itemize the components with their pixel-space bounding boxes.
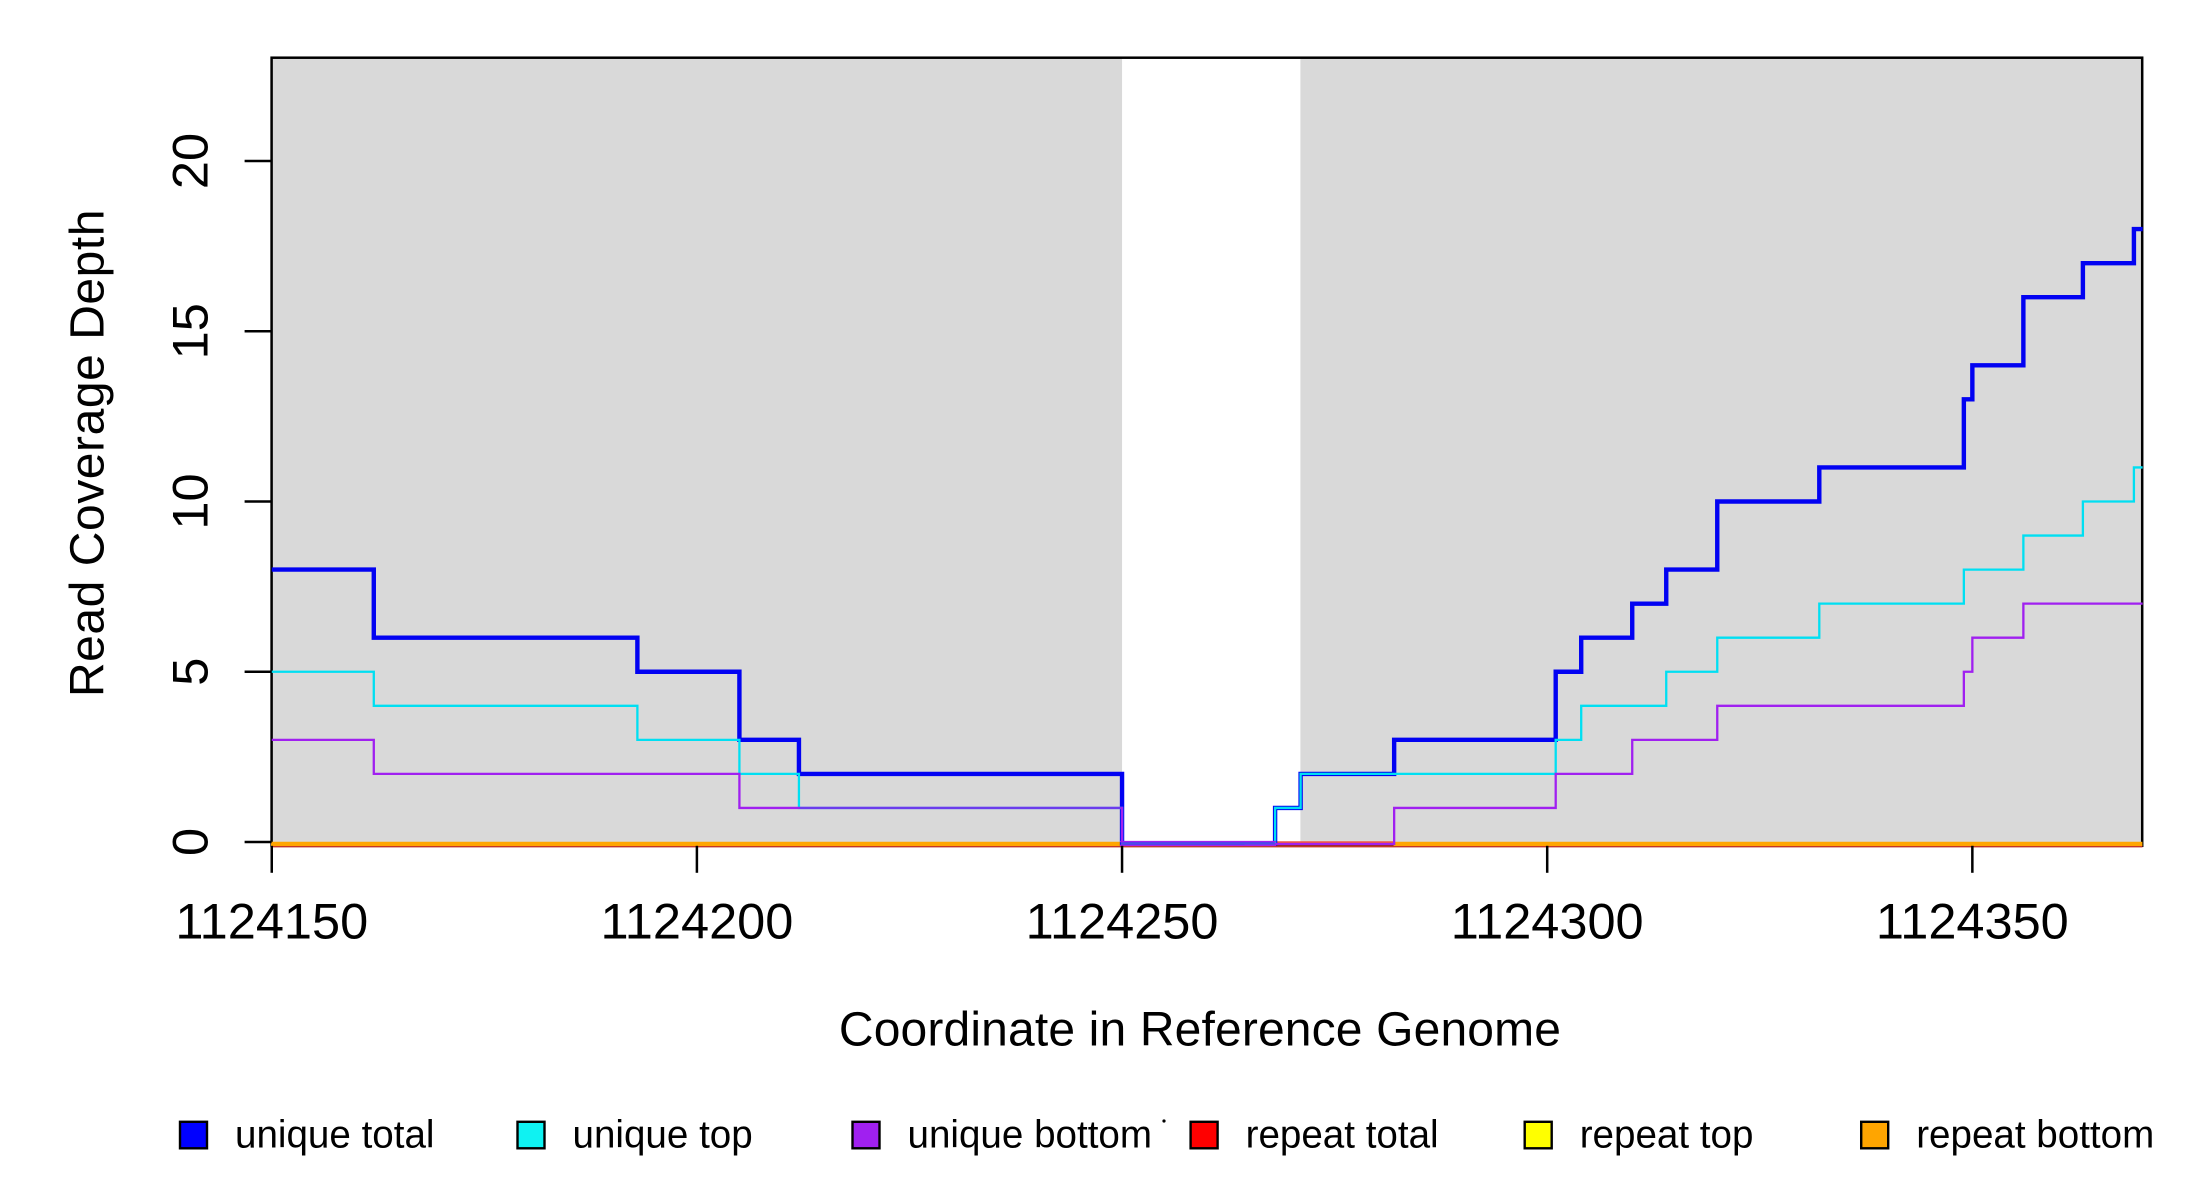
svg-text:repeat total: repeat total	[1246, 1114, 1439, 1157]
svg-text:1124150: 1124150	[175, 893, 368, 950]
svg-text:Coordinate in Reference Genome: Coordinate in Reference Genome	[839, 1004, 1561, 1057]
svg-text:1124250: 1124250	[1026, 893, 1219, 950]
svg-text:Read Coverage Depth: Read Coverage Depth	[62, 209, 115, 697]
svg-text:0: 0	[162, 828, 219, 856]
svg-text:15: 15	[162, 303, 219, 359]
svg-text:unique total: unique total	[235, 1114, 434, 1157]
svg-text:repeat bottom: repeat bottom	[1916, 1114, 2154, 1157]
svg-text:unique bottom: unique bottom	[908, 1114, 1153, 1157]
svg-text:5: 5	[162, 658, 219, 686]
svg-text:20: 20	[162, 133, 219, 189]
svg-text:1124300: 1124300	[1451, 893, 1644, 950]
svg-text:1124350: 1124350	[1876, 893, 2069, 950]
svg-text:1124200: 1124200	[600, 893, 793, 950]
svg-text:unique top: unique top	[573, 1114, 753, 1157]
svg-text:repeat top: repeat top	[1580, 1114, 1754, 1157]
svg-text:10: 10	[162, 473, 219, 529]
